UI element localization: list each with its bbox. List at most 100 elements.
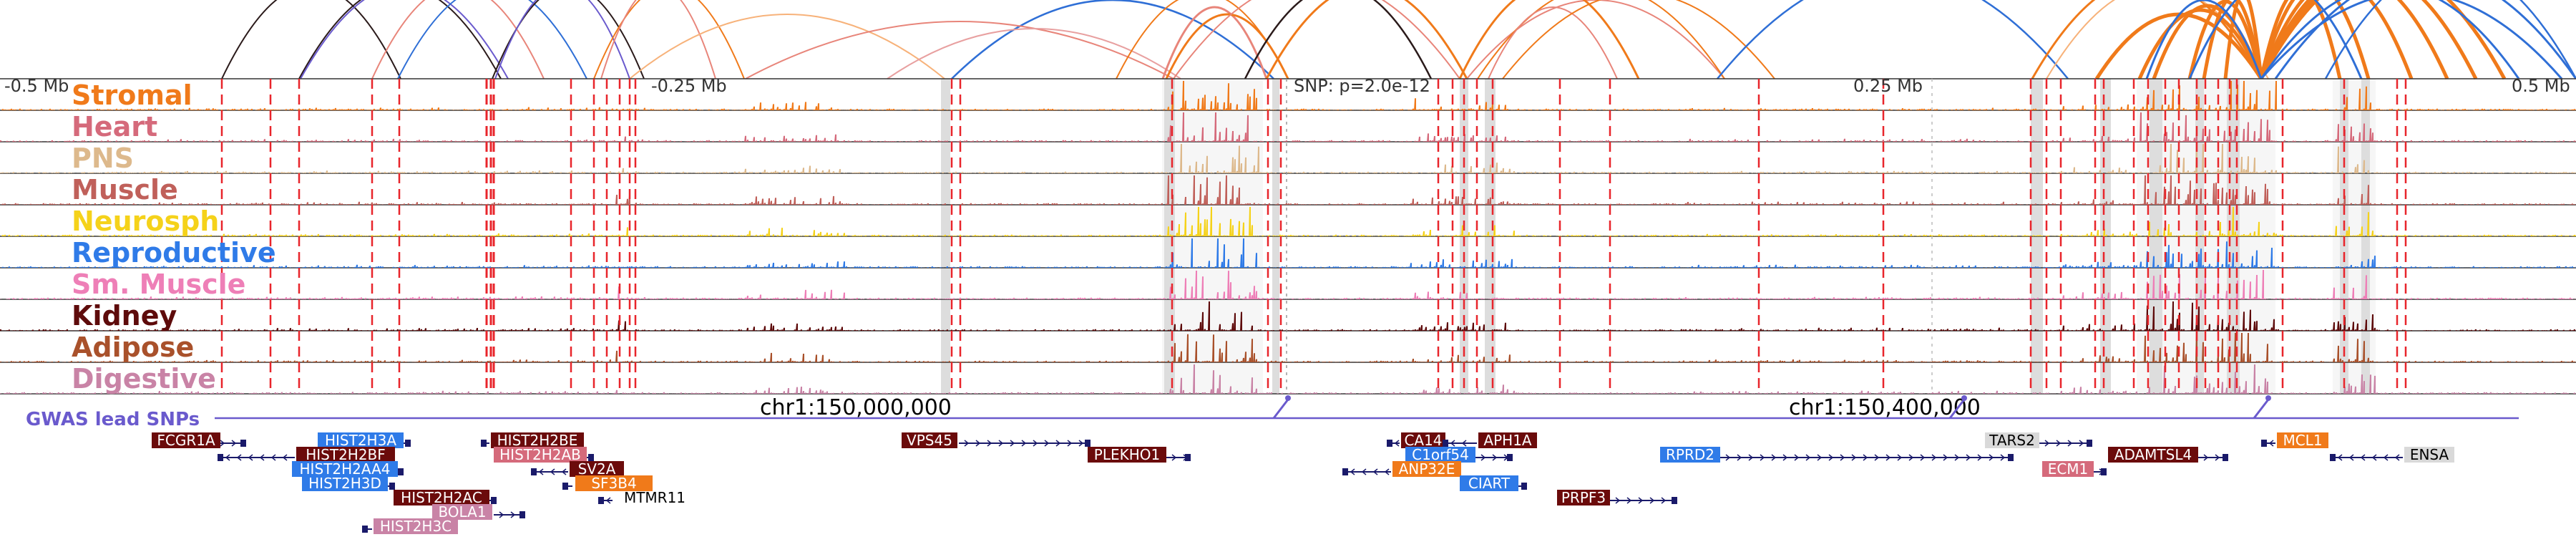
chromatin-loop xyxy=(2202,0,2263,79)
track-label: Digestive xyxy=(72,363,216,395)
gene-exon xyxy=(1443,440,1448,447)
gene-label: SF3B4 xyxy=(591,475,636,492)
gwas-snp-point xyxy=(1285,395,1291,401)
gene-label: ANP32E xyxy=(1399,460,1455,478)
gene-vps45[interactable]: VPS45 xyxy=(902,432,1091,449)
gene-label: HIST2H3D xyxy=(308,475,381,492)
strand-arrow xyxy=(1078,440,1084,447)
track-label: Muscle xyxy=(72,174,178,205)
chromatin-loop xyxy=(2324,0,2576,79)
strand-arrow xyxy=(2044,440,2050,447)
strand-arrow xyxy=(1615,497,1621,504)
gene-mtmr11[interactable]: MTMR11 xyxy=(598,489,686,506)
gene-label-box xyxy=(1985,432,2039,448)
gene-label-box xyxy=(292,461,398,477)
strand-arrow xyxy=(1171,454,1177,461)
gene-hist2h3c[interactable]: HIST2H3C xyxy=(362,518,458,535)
strand-arrow xyxy=(1010,440,1015,447)
snp-pvalue-label: SNP: p=2.0e-12 xyxy=(1294,76,1430,96)
strand-arrow xyxy=(1943,454,1948,461)
strand-arrow xyxy=(1931,454,1937,461)
gene-label-box xyxy=(491,432,584,448)
gene-anp32e[interactable]: ANP32E xyxy=(1342,460,1461,478)
gene-adamtsl4[interactable]: ADAMTSL4 xyxy=(2108,446,2228,463)
chromatin-loop xyxy=(2188,0,2363,79)
gene-exon xyxy=(2008,454,2014,461)
tick-label-right: 0.5 Mb xyxy=(2512,76,2570,96)
chromatin-loop xyxy=(1717,0,2069,79)
strand-arrow xyxy=(2348,454,2354,461)
chromatin-loop xyxy=(745,21,1174,79)
gene-sv2a[interactable]: SV2A xyxy=(531,460,624,478)
strand-arrow xyxy=(1782,454,1788,461)
gene-exon xyxy=(1387,440,1392,447)
strand-arrow xyxy=(2383,454,2389,461)
gene-label-box xyxy=(570,461,624,477)
gene-label: ENSA xyxy=(2410,446,2449,463)
gene-label-box xyxy=(2277,432,2328,448)
gene-sf3b4[interactable]: SF3B4 xyxy=(562,475,653,492)
track-reproductive xyxy=(0,238,2576,268)
chromatin-loop xyxy=(2259,0,2449,80)
gene-fcgr1a[interactable]: FCGR1A xyxy=(152,432,246,449)
genomic-coordinates: chr1:150,000,000 chr1:150,400,000 xyxy=(760,395,1981,420)
chromatin-loop xyxy=(2259,0,2507,80)
gene-c1orf54[interactable]: C1orf54 xyxy=(1405,446,1513,463)
gene-label: TARS2 xyxy=(1989,432,2035,449)
gene-hist2h2bf[interactable]: HIST2H2BF xyxy=(218,446,395,463)
chromatin-loop xyxy=(494,0,630,79)
gene-ecm1[interactable]: ECM1 xyxy=(2042,460,2107,478)
gene-hist2h2ac[interactable]: HIST2H2AC xyxy=(394,489,497,506)
strand-arrow xyxy=(2371,454,2377,461)
gene-label-box xyxy=(1460,475,1518,491)
gene-ca14[interactable]: CA14 xyxy=(1387,432,1445,449)
track-stromal xyxy=(0,81,2576,111)
strand-arrow xyxy=(975,440,981,447)
strand-arrow xyxy=(499,511,504,518)
gene-hist2h3a[interactable]: HIST2H3A xyxy=(318,432,411,449)
gene-label: C1orf54 xyxy=(1412,446,1469,463)
gene-ciart[interactable]: CIART xyxy=(1460,475,1527,492)
gene-hist2h3d[interactable]: HIST2H3D xyxy=(302,475,395,492)
gene-hist2h2aa4[interactable]: HIST2H2AA4 xyxy=(292,460,404,478)
gene-aph1a[interactable]: APH1A xyxy=(1443,432,1537,449)
chromatin-loop xyxy=(951,0,1274,79)
strand-arrow xyxy=(259,454,265,461)
chromatin-loop xyxy=(2031,0,2263,79)
gene-bola1[interactable]: BOLA1 xyxy=(432,503,525,521)
strand-arrow xyxy=(1384,468,1390,475)
gwas-snp-point xyxy=(2265,395,2271,401)
gwas-snp-marker xyxy=(1948,399,1966,419)
gene-exon xyxy=(481,440,487,447)
track-label: PNS xyxy=(72,142,134,174)
ld-snp-lines xyxy=(220,79,2407,394)
track-label: Sm. Muscle xyxy=(72,268,245,300)
strand-arrow xyxy=(1649,497,1655,504)
gwas-snp-point xyxy=(1961,395,1967,401)
track-labels: StromalHeartPNSMuscleNeurosphReproductiv… xyxy=(72,79,276,395)
track-heart xyxy=(0,112,2576,142)
strand-arrow xyxy=(2394,454,2400,461)
strand-arrow xyxy=(2056,440,2062,447)
chromatin-loop xyxy=(629,14,945,79)
gene-exon xyxy=(218,454,223,461)
gene-prpf3[interactable]: PRPF3 xyxy=(1557,489,1677,506)
track-label: Kidney xyxy=(72,300,177,332)
gene-hist2h2be[interactable]: HIST2H2BE xyxy=(481,432,584,449)
gene-exon xyxy=(588,454,594,461)
gene-mcl1[interactable]: MCL1 xyxy=(2261,432,2328,449)
chromatin-loop xyxy=(371,0,545,79)
gene-tars2[interactable]: TARS2 xyxy=(1985,432,2092,449)
gene-rprd2[interactable]: RPRD2 xyxy=(1660,446,2014,463)
chromatin-loop xyxy=(1502,0,1775,79)
tick-label-q3: 0.25 Mb xyxy=(1853,76,1923,96)
gene-hist2h2ab[interactable]: HIST2H2AB xyxy=(494,446,594,463)
strand-arrow xyxy=(998,440,1004,447)
gene-ensa[interactable]: ENSA xyxy=(2330,446,2454,463)
strand-arrow xyxy=(550,468,555,475)
strand-arrow xyxy=(1966,454,1971,461)
gene-plekho1[interactable]: PLEKHO1 xyxy=(1088,446,1191,463)
chromatin-loop xyxy=(2259,0,2478,80)
strand-arrow xyxy=(2203,454,2209,461)
gene-exon xyxy=(1342,468,1348,475)
